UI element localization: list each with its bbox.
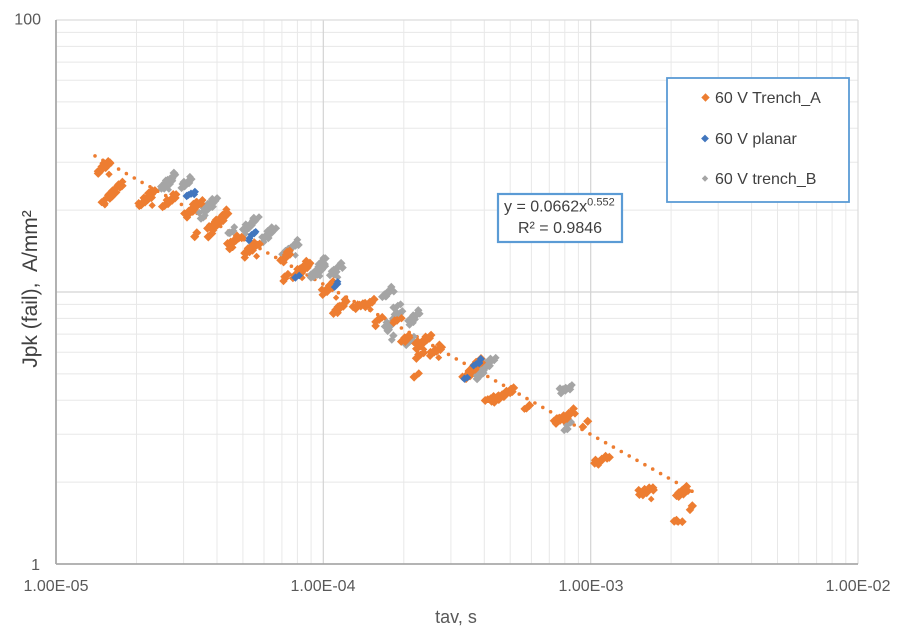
svg-text:tav, s: tav, s [435, 607, 477, 627]
svg-text:60 V trench_B: 60 V trench_B [715, 171, 816, 188]
svg-text:1.00E-03: 1.00E-03 [559, 578, 624, 595]
svg-text:R² = 0.9846: R² = 0.9846 [518, 220, 602, 237]
svg-text:1.00E-05: 1.00E-05 [24, 578, 89, 595]
svg-text:1.00E-04: 1.00E-04 [291, 578, 356, 595]
svg-text:Jpk (fail), A/mm²: Jpk (fail), A/mm² [19, 210, 42, 368]
svg-text:y = 0.0662x0.552: y = 0.0662x0.552 [504, 197, 615, 216]
svg-text:1: 1 [31, 557, 40, 574]
svg-text:1.00E-02: 1.00E-02 [826, 578, 891, 595]
svg-text:60 V Trench_A: 60 V Trench_A [715, 90, 821, 107]
svg-text:100: 100 [14, 12, 41, 29]
svg-text:60 V planar: 60 V planar [715, 131, 798, 148]
